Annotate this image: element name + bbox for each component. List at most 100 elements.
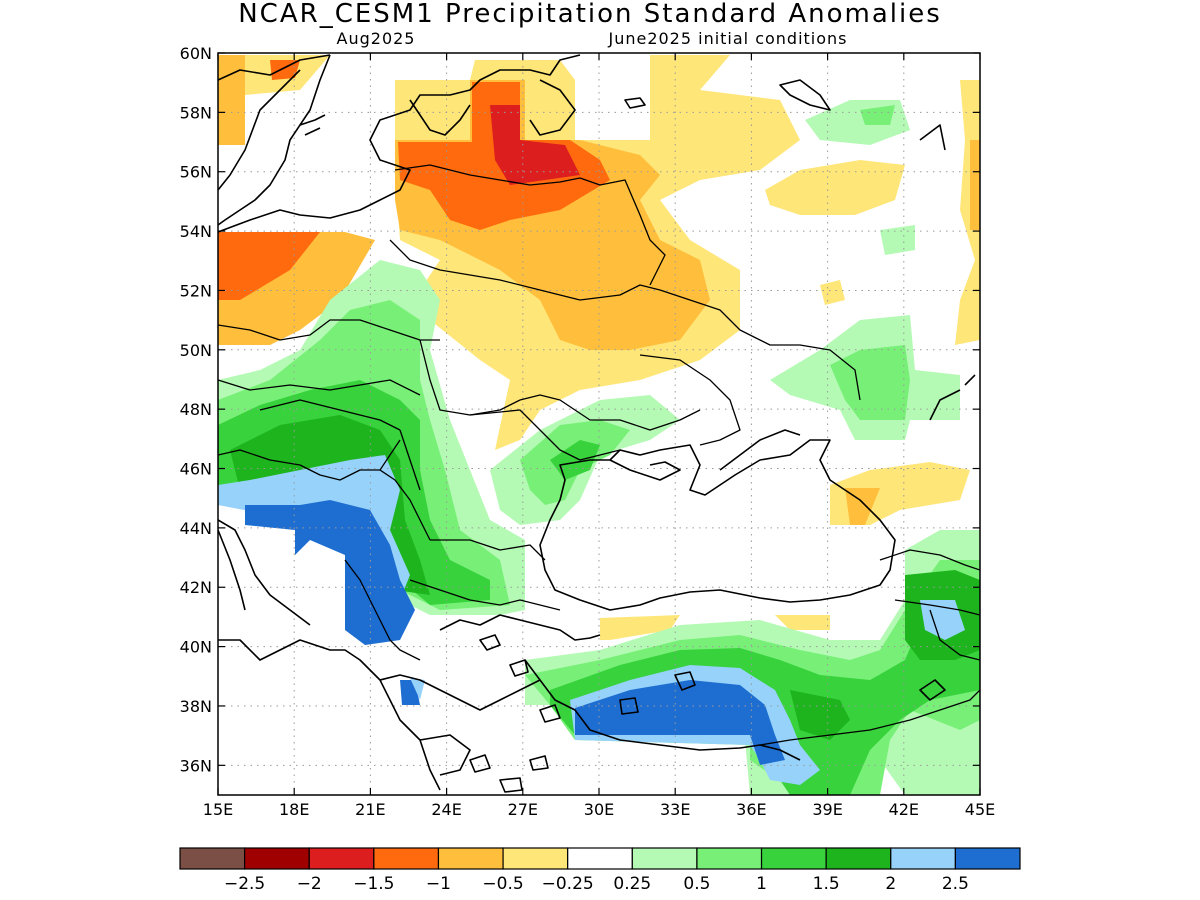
border: [759, 689, 980, 746]
anomaly-region: [575, 680, 785, 765]
lat-tick-label: 36N: [180, 756, 212, 775]
border: [218, 319, 440, 341]
lon-tick-label: 33E: [660, 800, 690, 819]
lat-tick-label: 58N: [180, 103, 212, 122]
black-sea-coast: [539, 439, 896, 611]
border: [519, 394, 701, 431]
colorbar-swatch: [825, 847, 892, 870]
colorbar-label: −1: [426, 874, 451, 894]
islands: [469, 634, 561, 793]
anomaly-region: [245, 500, 415, 645]
lat-tick-label: 50N: [180, 341, 212, 360]
colorbar-swatch: [890, 847, 956, 870]
colorbar-label: −2.5: [224, 874, 265, 894]
coastline: [379, 674, 541, 776]
anomaly-region: [920, 600, 965, 640]
lat-tick-label: 42N: [180, 578, 212, 597]
border: [659, 289, 861, 401]
borders: [218, 164, 980, 746]
lake: [919, 679, 946, 701]
anomaly-region: [775, 615, 830, 630]
caspian-coast: [929, 374, 976, 421]
lon-tick-label: 45E: [965, 800, 995, 819]
colorbar-swatch: [437, 847, 504, 870]
lon-tick-label: 39E: [812, 800, 842, 819]
anomaly-field: [218, 55, 980, 795]
border: [409, 579, 561, 611]
lake: [624, 97, 646, 109]
lon-tick-label: 21E: [355, 800, 385, 819]
colorbar-swatch: [567, 847, 633, 870]
colorbar-swatch: [696, 847, 763, 870]
lat-tick-label: 52N: [180, 281, 212, 300]
coastline: [218, 54, 581, 233]
lat-tick-label: 48N: [180, 400, 212, 419]
lat-tick-label: 60N: [180, 44, 212, 63]
anomaly-region: [860, 105, 895, 125]
turkey-south-coast: [524, 659, 801, 761]
axis-ticks: 15E 18E 21E 24E 27E 30E 33E 36E 39E 42E 45E 60N 58N 5…: [180, 44, 996, 819]
anomaly-region: [600, 615, 680, 640]
colorbar-label: −2: [297, 874, 322, 894]
border: [394, 164, 666, 286]
anomaly-region: [410, 678, 425, 700]
colorbar-swatch: [631, 847, 698, 870]
colorbar-swatch: [244, 847, 310, 870]
lon-tick-label: 15E: [203, 800, 233, 819]
border: [218, 379, 421, 396]
anomaly-region: [790, 690, 850, 740]
border: [879, 549, 980, 571]
colorbar-label: 1.5: [813, 874, 840, 894]
lake: [779, 79, 831, 111]
colorbar-label: −0.25: [542, 874, 594, 894]
lon-tick-label: 36E: [736, 800, 766, 819]
coastline: [409, 99, 471, 136]
anomaly-region: [218, 55, 245, 145]
border: [419, 339, 521, 416]
valid-month-label: Aug2025: [337, 29, 416, 48]
coastlines: [218, 54, 976, 793]
lon-tick-label: 18E: [279, 800, 309, 819]
adriatic-coast: [218, 519, 311, 626]
lat-tick-label: 44N: [180, 519, 212, 538]
anomaly-region: [880, 225, 915, 255]
anomaly-region: [970, 140, 980, 230]
coastline: [218, 639, 441, 791]
lat-tick-label: 56N: [180, 163, 212, 182]
colorbar-label: 1: [756, 874, 767, 894]
anomaly-region: [765, 160, 905, 215]
colorbar-swatch: [502, 847, 569, 870]
italy-coast: [218, 529, 246, 611]
coastline: [218, 54, 331, 226]
coastline: [529, 79, 576, 136]
colorbar-swatch: [179, 847, 246, 870]
coastline: [439, 614, 601, 641]
colorbar-label: −1.5: [353, 874, 394, 894]
lat-tick-label: 54N: [180, 222, 212, 241]
lon-tick-label: 30E: [584, 800, 614, 819]
colorbar-swatch: [308, 847, 375, 870]
colorbar: −2.5 −2 −1.5 −1 −0.5 −0.25 0.25 0.5 1 1.5 2 2.5: [179, 847, 1021, 894]
colorbar-label: 0.25: [613, 874, 651, 894]
border: [929, 609, 980, 661]
anomaly-region: [490, 105, 580, 185]
colorbar-label: 0.5: [683, 874, 710, 894]
map-title: NCAR_CESM1 Precipitation Standard Anomal…: [238, 0, 942, 29]
anomaly-region: [270, 60, 300, 80]
border: [344, 559, 421, 661]
border: [379, 429, 421, 491]
colorbar-label: 2: [885, 874, 896, 894]
border: [389, 239, 661, 301]
lon-tick-label: 27E: [508, 800, 538, 819]
colorbar-swatch: [373, 847, 440, 870]
colorbar-swatch: [954, 847, 1021, 870]
border: [639, 354, 741, 446]
anomaly-region: [820, 280, 845, 305]
lake: [674, 671, 696, 691]
lake: [619, 697, 639, 715]
crimea-coast: [609, 459, 681, 481]
coastline: [299, 114, 326, 136]
lon-tick-label: 24E: [431, 800, 461, 819]
colorbar-swatch: [760, 847, 827, 870]
